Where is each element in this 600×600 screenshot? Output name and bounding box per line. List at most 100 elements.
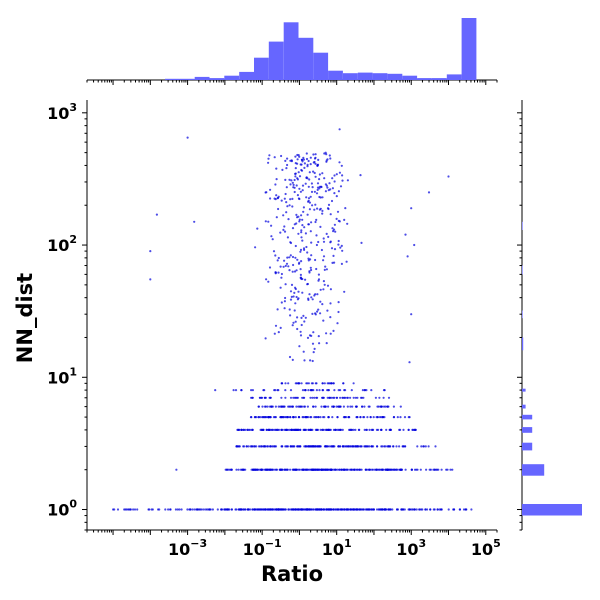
data-point: [310, 221, 313, 224]
data-point: [307, 382, 310, 385]
y-hist-bar: [522, 427, 533, 433]
data-point: [308, 293, 311, 296]
data-point: [149, 250, 152, 253]
data-point: [296, 177, 299, 180]
data-point: [116, 508, 120, 511]
data-point: [303, 405, 306, 408]
data-point: [247, 445, 250, 448]
y-hist-bar: [522, 310, 523, 319]
data-point: [326, 207, 330, 210]
data-point: [245, 445, 248, 448]
data-point: [289, 389, 293, 392]
data-point: [315, 382, 318, 385]
data-point: [302, 508, 305, 511]
data-point: [371, 468, 375, 471]
data-point: [274, 183, 277, 186]
data-point: [297, 297, 300, 300]
data-point: [352, 396, 355, 399]
data-point: [284, 159, 287, 162]
data-point: [284, 389, 287, 392]
x-hist-bar: [387, 73, 403, 80]
y-tick-exponent: 0: [69, 498, 77, 511]
data-point: [308, 508, 311, 511]
data-point: [236, 445, 239, 448]
data-point: [274, 272, 277, 275]
data-point: [317, 308, 320, 311]
data-point: [265, 278, 268, 281]
data-point: [272, 250, 276, 253]
data-point: [380, 428, 383, 431]
y-hist-bar: [522, 404, 526, 409]
data-point: [164, 508, 167, 511]
data-point: [340, 244, 343, 247]
data-point: [305, 157, 309, 161]
x-hist-bar: [254, 57, 269, 80]
data-point: [398, 428, 401, 431]
data-point: [302, 206, 305, 209]
data-point: [283, 230, 287, 233]
data-point: [315, 243, 318, 247]
data-point: [307, 298, 310, 301]
data-point: [391, 508, 394, 511]
data-point: [299, 273, 302, 276]
data-point: [315, 192, 319, 195]
data-point: [299, 250, 302, 253]
data-point: [297, 445, 300, 448]
data-point: [321, 196, 324, 199]
data-point: [280, 154, 283, 158]
data-point: [307, 223, 310, 226]
data-point: [298, 218, 301, 221]
data-point: [420, 445, 423, 448]
data-point: [289, 198, 292, 201]
data-point: [295, 428, 298, 431]
data-point: [246, 428, 249, 431]
data-point: [316, 188, 319, 191]
x-hist-bar: [328, 70, 343, 80]
data-point: [341, 249, 344, 252]
data-point: [404, 233, 407, 236]
data-point: [267, 508, 270, 511]
data-point: [314, 203, 317, 206]
data-point: [302, 396, 305, 399]
data-point: [367, 508, 370, 511]
data-point: [342, 468, 345, 471]
data-point: [298, 468, 301, 471]
y-tick-exponent: 2: [69, 233, 77, 246]
data-point: [250, 396, 253, 399]
data-point: [287, 508, 290, 511]
data-point: [378, 396, 381, 399]
data-point: [380, 508, 383, 511]
data-point: [304, 182, 307, 185]
data-point: [360, 445, 363, 448]
data-point: [403, 416, 407, 419]
data-point: [302, 247, 306, 250]
data-point: [189, 508, 192, 511]
data-point: [318, 187, 321, 190]
data-point: [346, 222, 349, 225]
data-point: [276, 428, 279, 431]
data-point: [175, 468, 178, 471]
data-point: [299, 428, 302, 431]
data-point: [296, 153, 299, 157]
data-point: [322, 255, 326, 258]
data-point: [393, 468, 396, 471]
data-point: [298, 220, 301, 223]
data-point: [334, 508, 337, 511]
data-point: [308, 468, 311, 471]
data-point: [186, 508, 189, 511]
data-point: [286, 236, 289, 239]
data-point: [372, 416, 375, 419]
data-point: [399, 405, 402, 408]
data-point: [292, 416, 295, 419]
data-point: [436, 508, 439, 511]
x-tick-exponent: 1: [344, 537, 352, 550]
data-point: [293, 291, 296, 294]
data-point: [370, 389, 373, 392]
data-point: [346, 396, 349, 399]
data-point: [387, 405, 390, 408]
data-point: [136, 508, 139, 511]
y-tick-label: 100: [47, 498, 77, 520]
data-point: [338, 128, 341, 131]
data-point: [391, 468, 394, 471]
